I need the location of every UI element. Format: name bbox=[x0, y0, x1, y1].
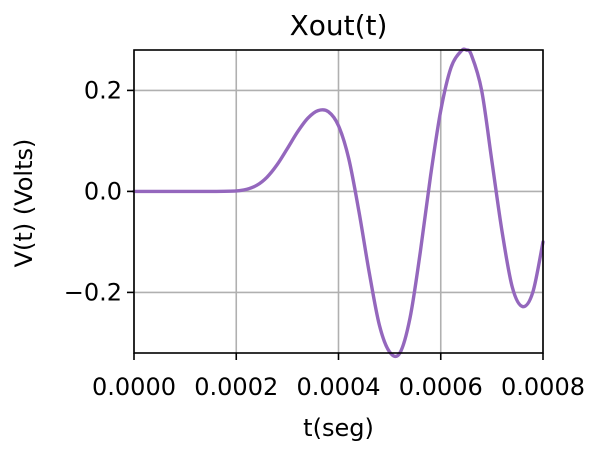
chart-title: Xout(t) bbox=[290, 9, 388, 42]
x-tick-label: 0.0006 bbox=[399, 373, 483, 401]
ticks: 0.0000 0.0002 0.0004 0.0006 0.0008 −0.2 0.0 0.2 bbox=[64, 76, 585, 401]
x-tick-label: 0.0000 bbox=[92, 373, 176, 401]
x-tick-label: 0.0004 bbox=[297, 373, 381, 401]
y-tick-label: 0.0 bbox=[84, 177, 122, 205]
y-tick-label: −0.2 bbox=[64, 278, 122, 306]
series-line bbox=[132, 47, 545, 359]
y-tick-label: 0.2 bbox=[84, 76, 122, 104]
x-tick-label: 0.0008 bbox=[501, 373, 585, 401]
x-tick-label: 0.0002 bbox=[194, 373, 278, 401]
y-axis-label: V(t) (Volts) bbox=[10, 139, 38, 268]
series-layer bbox=[132, 47, 545, 359]
x-axis-label: t(seg) bbox=[303, 414, 374, 442]
